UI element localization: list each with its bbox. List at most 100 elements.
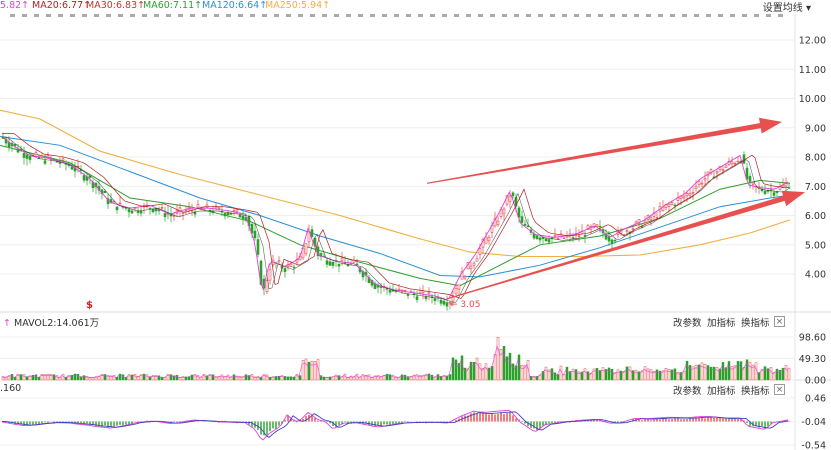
- candle-body: [643, 220, 647, 223]
- volume-bar: [208, 374, 212, 381]
- volume-bar: [775, 368, 779, 381]
- volume-bar: [202, 374, 206, 381]
- top-tick-marker: [310, 14, 315, 17]
- volume-close-icon[interactable]: ×: [774, 316, 785, 327]
- volume-bar: [280, 375, 284, 381]
- volume-bar: [706, 365, 710, 381]
- macd-add-indicator-button[interactable]: 加指标: [707, 386, 736, 397]
- volume-bar: [112, 375, 116, 381]
- volume-bar: [109, 375, 113, 381]
- candle-body: [202, 209, 206, 211]
- candle-body: [403, 289, 407, 292]
- volume-bar: [637, 371, 641, 381]
- volume-bar: [193, 374, 197, 381]
- volume-bar: [67, 375, 71, 381]
- volume-bar: [673, 368, 677, 381]
- volume-params-button[interactable]: 改参数: [673, 318, 702, 329]
- candle-body: [667, 203, 671, 207]
- macd-switch-indicator-button[interactable]: 换指标: [741, 386, 770, 397]
- candles: [1, 132, 791, 311]
- volume-bar: [505, 356, 509, 381]
- volume-bar: [571, 368, 575, 381]
- candle-body: [241, 215, 245, 220]
- candle-body: [487, 237, 491, 242]
- volume-bar: [247, 375, 251, 381]
- volume-switch-indicator-button[interactable]: 换指标: [741, 318, 770, 329]
- candle-body: [631, 228, 635, 230]
- volume-bar: [478, 363, 482, 381]
- candle-body: [502, 208, 506, 215]
- volume-bar: [94, 376, 98, 381]
- volume-bar: [469, 361, 473, 381]
- candle-body: [337, 263, 341, 267]
- candle-body: [721, 169, 725, 171]
- volume-bar: [772, 372, 776, 381]
- volume-bar: [49, 374, 53, 381]
- candle-body: [130, 210, 134, 214]
- candle-body: [61, 158, 65, 161]
- top-tick-marker: [718, 14, 723, 17]
- candle-body: [655, 217, 659, 219]
- volume-bar: [145, 374, 149, 381]
- volume-bar: [709, 366, 713, 381]
- top-tick-marker: [10, 14, 15, 17]
- ma20-value: MA20:6.77↑: [32, 0, 92, 11]
- candle-body: [649, 217, 653, 221]
- candle-body: [448, 301, 452, 304]
- candle-body: [784, 183, 788, 187]
- top-tick-marker: [598, 14, 603, 17]
- volume-bar: [511, 363, 515, 381]
- top-tick-marker: [562, 14, 567, 17]
- volume-bar: [436, 374, 440, 381]
- candle-body: [217, 207, 221, 209]
- candle-body: [433, 298, 437, 301]
- volume-bar: [592, 368, 596, 381]
- volume-bar: [235, 375, 239, 381]
- candle-body: [460, 271, 464, 280]
- volume-bar: [544, 366, 548, 381]
- candle-body: [685, 193, 689, 197]
- event-marker-icon[interactable]: $: [86, 300, 93, 311]
- candle-body: [136, 210, 140, 213]
- volume-bar: [313, 361, 317, 381]
- volume-indicator-label: ↑ MAVOL2:14.061万: [3, 318, 100, 329]
- candle-body: [34, 152, 38, 156]
- volume-bar: [406, 376, 410, 381]
- candle-body: [103, 190, 107, 194]
- candle-body: [289, 263, 293, 267]
- macd-tick-label: -0.54: [801, 441, 826, 450]
- volume-bar: [748, 361, 752, 381]
- candle-body: [115, 206, 119, 211]
- y-tick-label: 8.00: [805, 153, 826, 164]
- candle-body: [160, 207, 164, 209]
- chevron-down-icon: ▾: [805, 3, 811, 14]
- volume-bar: [250, 374, 254, 381]
- volume-bar: [661, 370, 665, 381]
- volume-bar: [391, 374, 395, 381]
- top-tick-marker: [322, 14, 327, 17]
- volume-bar: [730, 366, 734, 381]
- candle-body: [127, 209, 131, 213]
- candle-body: [553, 234, 557, 237]
- macd-tick-label: 0.46: [805, 394, 826, 405]
- volume-bar: [745, 359, 749, 381]
- volume-bar: [481, 368, 485, 381]
- volume-add-indicator-button[interactable]: 加指标: [707, 318, 736, 329]
- volume-bar: [139, 374, 143, 381]
- candle-body: [40, 155, 44, 158]
- macd-close-icon[interactable]: ×: [774, 384, 785, 395]
- ma-settings-button[interactable]: 设置均线 ▾: [762, 3, 811, 14]
- top-tick-marker: [406, 14, 411, 17]
- candle-body: [526, 225, 530, 228]
- volume-bar: [310, 360, 314, 381]
- volume-bar: [70, 374, 74, 381]
- volume-bar: [421, 375, 425, 381]
- candle-body: [235, 209, 239, 212]
- candle-body: [595, 224, 599, 227]
- top-tick-marker: [142, 14, 147, 17]
- y-tick-label: 7.00: [805, 182, 826, 193]
- candle-body: [250, 224, 254, 234]
- macd-params-button[interactable]: 改参数: [673, 386, 702, 397]
- top-tick-marker: [766, 14, 771, 17]
- macd-tick-label: -0.04: [801, 417, 826, 428]
